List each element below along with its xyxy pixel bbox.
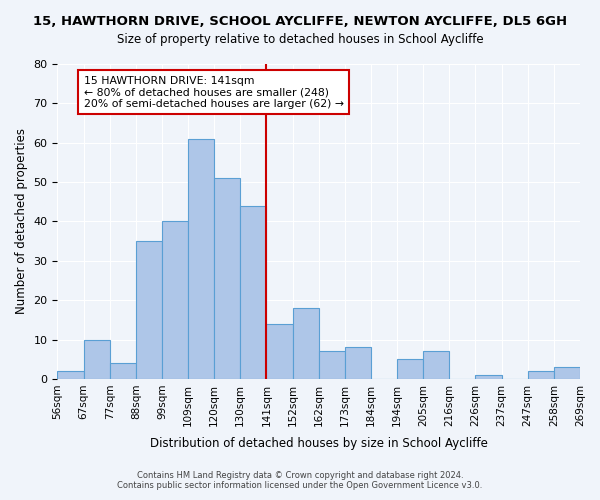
Text: 15 HAWTHORN DRIVE: 141sqm
← 80% of detached houses are smaller (248)
20% of semi: 15 HAWTHORN DRIVE: 141sqm ← 80% of detac… bbox=[83, 76, 344, 109]
Bar bbox=[528, 371, 554, 379]
Bar bbox=[83, 340, 110, 379]
Bar bbox=[241, 206, 266, 379]
Bar bbox=[345, 348, 371, 379]
Bar bbox=[293, 308, 319, 379]
X-axis label: Distribution of detached houses by size in School Aycliffe: Distribution of detached houses by size … bbox=[150, 437, 488, 450]
Text: Size of property relative to detached houses in School Aycliffe: Size of property relative to detached ho… bbox=[116, 32, 484, 46]
Text: 15, HAWTHORN DRIVE, SCHOOL AYCLIFFE, NEWTON AYCLIFFE, DL5 6GH: 15, HAWTHORN DRIVE, SCHOOL AYCLIFFE, NEW… bbox=[33, 15, 567, 28]
Bar bbox=[397, 359, 423, 379]
Bar bbox=[423, 352, 449, 379]
Bar bbox=[162, 222, 188, 379]
Y-axis label: Number of detached properties: Number of detached properties bbox=[15, 128, 28, 314]
Bar bbox=[266, 324, 293, 379]
Bar bbox=[136, 241, 162, 379]
Bar bbox=[110, 363, 136, 379]
Bar bbox=[214, 178, 241, 379]
Bar bbox=[554, 367, 580, 379]
Bar bbox=[188, 139, 214, 379]
Bar bbox=[319, 352, 345, 379]
Text: Contains HM Land Registry data © Crown copyright and database right 2024.
Contai: Contains HM Land Registry data © Crown c… bbox=[118, 470, 482, 490]
Bar bbox=[58, 371, 83, 379]
Bar bbox=[475, 375, 502, 379]
